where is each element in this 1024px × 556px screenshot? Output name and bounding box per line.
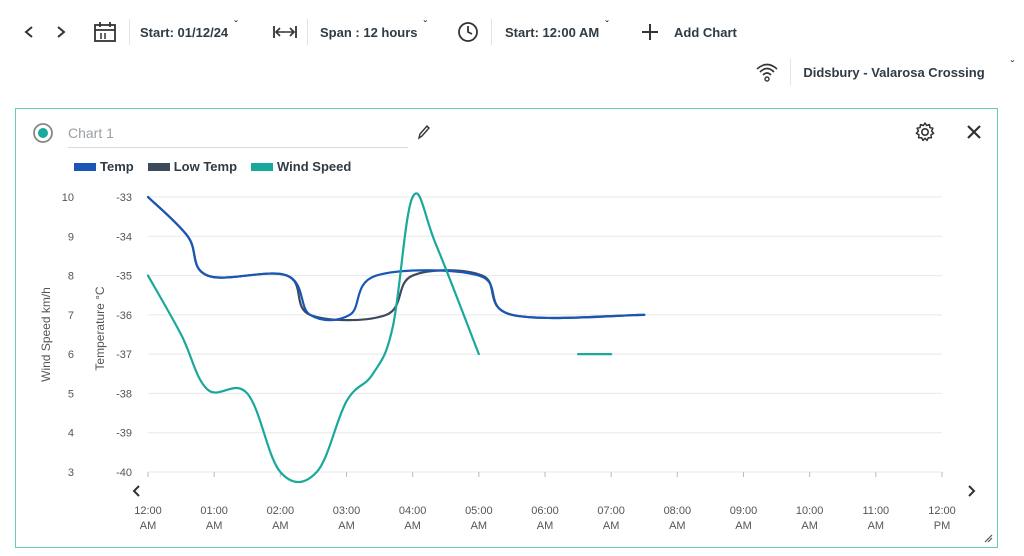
- plus-icon: [642, 24, 658, 40]
- x-tick-label: 12:00 PM: [928, 505, 956, 532]
- scroll-left-icon[interactable]: [132, 485, 140, 497]
- calendar-icon: [94, 22, 116, 42]
- add-chart-label: Add Chart: [674, 24, 737, 40]
- temp-y-tick: -38: [116, 388, 132, 400]
- x-tick-label: 12:00 AM: [134, 505, 162, 532]
- chart-legend: Temp Low Temp Wind Speed: [74, 159, 351, 174]
- chart-plot: 10 9 8 7 6 5 4 3 -33 -34 -35 -36 -37 -38 -39 -40 Wind Sp…: [39, 192, 976, 532]
- temp-y-tick: -35: [116, 271, 132, 283]
- legend-item-temp[interactable]: Temp: [74, 159, 134, 174]
- temp-y-tick: -33: [116, 192, 132, 204]
- legend-swatch: [251, 162, 274, 171]
- chevron-down-icon: ˇ: [423, 19, 427, 31]
- chevron-down-icon: ˇ: [605, 19, 609, 31]
- pencil-icon[interactable]: [416, 124, 430, 140]
- wind-axis-title: Wind Speed km/h: [39, 287, 53, 382]
- span-label: Span : 12 hours: [320, 24, 418, 40]
- chevron-down-icon: ˇ: [1010, 59, 1014, 71]
- x-tick-label: 07:00 AM: [597, 505, 625, 532]
- clock-icon: [458, 22, 478, 42]
- wind-y-tick: 3: [68, 467, 74, 479]
- wind-y-tick: 8: [68, 271, 74, 283]
- legend-swatch: [74, 162, 96, 171]
- wind-y-tick: 5: [68, 388, 74, 400]
- x-tick-label: 10:00 AM: [796, 505, 824, 532]
- toolbar: Start: 01/12/24 ˇ Span : 12 hours ˇ Star…: [0, 0, 1024, 64]
- resize-handle-icon[interactable]: [983, 533, 993, 543]
- x-tick-label: 11:00 AM: [862, 505, 889, 532]
- x-tick-label: 01:00 AM: [200, 505, 228, 532]
- wind-y-tick: 9: [68, 231, 74, 243]
- start-time-picker[interactable]: Start: 12:00 AM ˇ: [457, 19, 609, 45]
- location-name: Didsbury - Valarosa Crossing: [803, 64, 985, 80]
- next-button[interactable]: [54, 20, 68, 44]
- x-tick-label: 05:00 AM: [465, 505, 493, 532]
- close-icon[interactable]: [966, 124, 982, 140]
- legend-swatch: [147, 162, 170, 171]
- divider: [790, 58, 792, 86]
- wifi-signal-icon: [756, 63, 778, 82]
- x-tick-label: 02:00 AM: [267, 505, 295, 532]
- temp-y-tick: -34: [116, 231, 132, 243]
- chevron-down-icon: ˇ: [234, 19, 238, 31]
- add-chart-button[interactable]: Add Chart: [640, 20, 737, 44]
- x-tick-label: 08:00 AM: [664, 505, 692, 532]
- wind-y-tick: 6: [68, 349, 74, 361]
- span-arrows-icon: [273, 26, 297, 38]
- wind-y-tick: 7: [68, 310, 74, 322]
- wind-y-tick: 10: [62, 192, 74, 204]
- legend-label: Temp: [100, 159, 134, 174]
- scroll-right-icon[interactable]: [968, 485, 976, 497]
- chart-title-input[interactable]: Chart 1: [68, 125, 408, 148]
- location-selector[interactable]: Didsbury - Valarosa Crossing ˇ: [754, 58, 1014, 86]
- temp-y-tick: -37: [116, 349, 132, 361]
- series-line-wind-speed: [146, 192, 480, 484]
- divider: [307, 19, 308, 45]
- temp-y-tick: -39: [116, 428, 132, 440]
- x-tick-label: 09:00 AM: [730, 505, 758, 532]
- chevron-left-icon: [24, 26, 33, 38]
- gear-icon[interactable]: [914, 121, 936, 143]
- chart-radio-icon[interactable]: [32, 122, 54, 144]
- temp-y-tick: -40: [116, 467, 132, 479]
- start-date-label: Start: 01/12/24: [140, 24, 229, 40]
- temp-y-tick: -36: [116, 310, 132, 322]
- temp-axis-title: Temperature °C: [93, 286, 107, 370]
- x-tick-label: 06:00 AM: [531, 505, 559, 532]
- chevron-right-icon: [57, 26, 66, 38]
- span-picker[interactable]: Span : 12 hours ˇ: [272, 19, 427, 45]
- divider: [491, 19, 492, 45]
- prev-button[interactable]: [22, 20, 36, 44]
- start-date-picker[interactable]: Start: 01/12/24 ˇ: [93, 19, 238, 45]
- legend-item-wind-speed[interactable]: Wind Speed: [251, 159, 351, 174]
- x-tick-label: 03:00 AM: [333, 505, 361, 532]
- start-time-label: Start: 12:00 AM: [505, 24, 600, 40]
- legend-label: Low Temp: [173, 159, 238, 174]
- divider: [129, 19, 130, 45]
- legend-label: Wind Speed: [277, 159, 352, 174]
- x-tick-label: 04:00 AM: [399, 505, 427, 532]
- legend-item-low-temp[interactable]: Low Temp: [147, 159, 238, 174]
- chart-panel: Chart 1 Temp Low Temp Wind Speed 10 9 8 7 6 5 4 3…: [15, 108, 998, 548]
- wind-y-tick: 4: [68, 428, 74, 440]
- series-line-temp: [146, 195, 646, 322]
